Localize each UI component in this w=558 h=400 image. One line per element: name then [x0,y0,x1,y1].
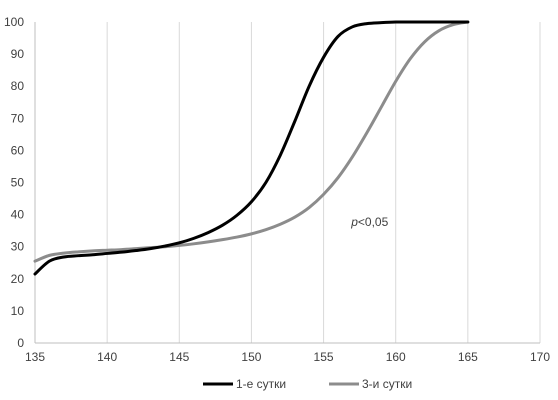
x-tick-label-135: 135 [25,350,45,364]
series-lines [33,20,470,276]
x-tick-label-170: 170 [530,350,550,364]
y-tick-label-40: 40 [11,208,25,222]
y-tick-labels: 0 10 20 30 40 50 60 70 80 90 100 [4,15,24,350]
y-tick-label-60: 60 [11,143,25,157]
y-tick-label-100: 100 [4,15,24,29]
y-tick-label-20: 20 [11,272,25,286]
legend: 1-е сутки 3-и сутки [203,377,412,391]
y-tick-label-50: 50 [11,176,25,190]
y-tick-label-90: 90 [11,47,25,61]
y-tick-label-80: 80 [11,79,25,93]
p-value-threshold: <0,05 [358,215,389,229]
x-tick-label-165: 165 [458,350,478,364]
axes [34,22,540,344]
x-tick-label-160: 160 [386,350,406,364]
y-tick-label-10: 10 [11,304,25,318]
legend-label-1: 1-е сутки [236,377,286,391]
y-tick-label-70: 70 [11,111,25,125]
y-tick-label-0: 0 [17,336,24,350]
series-line-2 [33,20,470,263]
series-line-1 [33,20,470,276]
grid-lines [106,22,541,343]
x-tick-label-155: 155 [314,350,334,364]
legend-label-2: 3-и сутки [362,377,412,391]
x-tick-labels: 135 140 145 150 155 160 165 170 [25,350,550,364]
x-tick-label-145: 145 [169,350,189,364]
p-value-annotation: p<0,05 [350,215,388,229]
p-value-symbol: p [350,215,358,229]
x-tick-label-140: 140 [97,350,117,364]
x-tick-label-150: 150 [241,350,261,364]
y-tick-label-30: 30 [11,240,25,254]
